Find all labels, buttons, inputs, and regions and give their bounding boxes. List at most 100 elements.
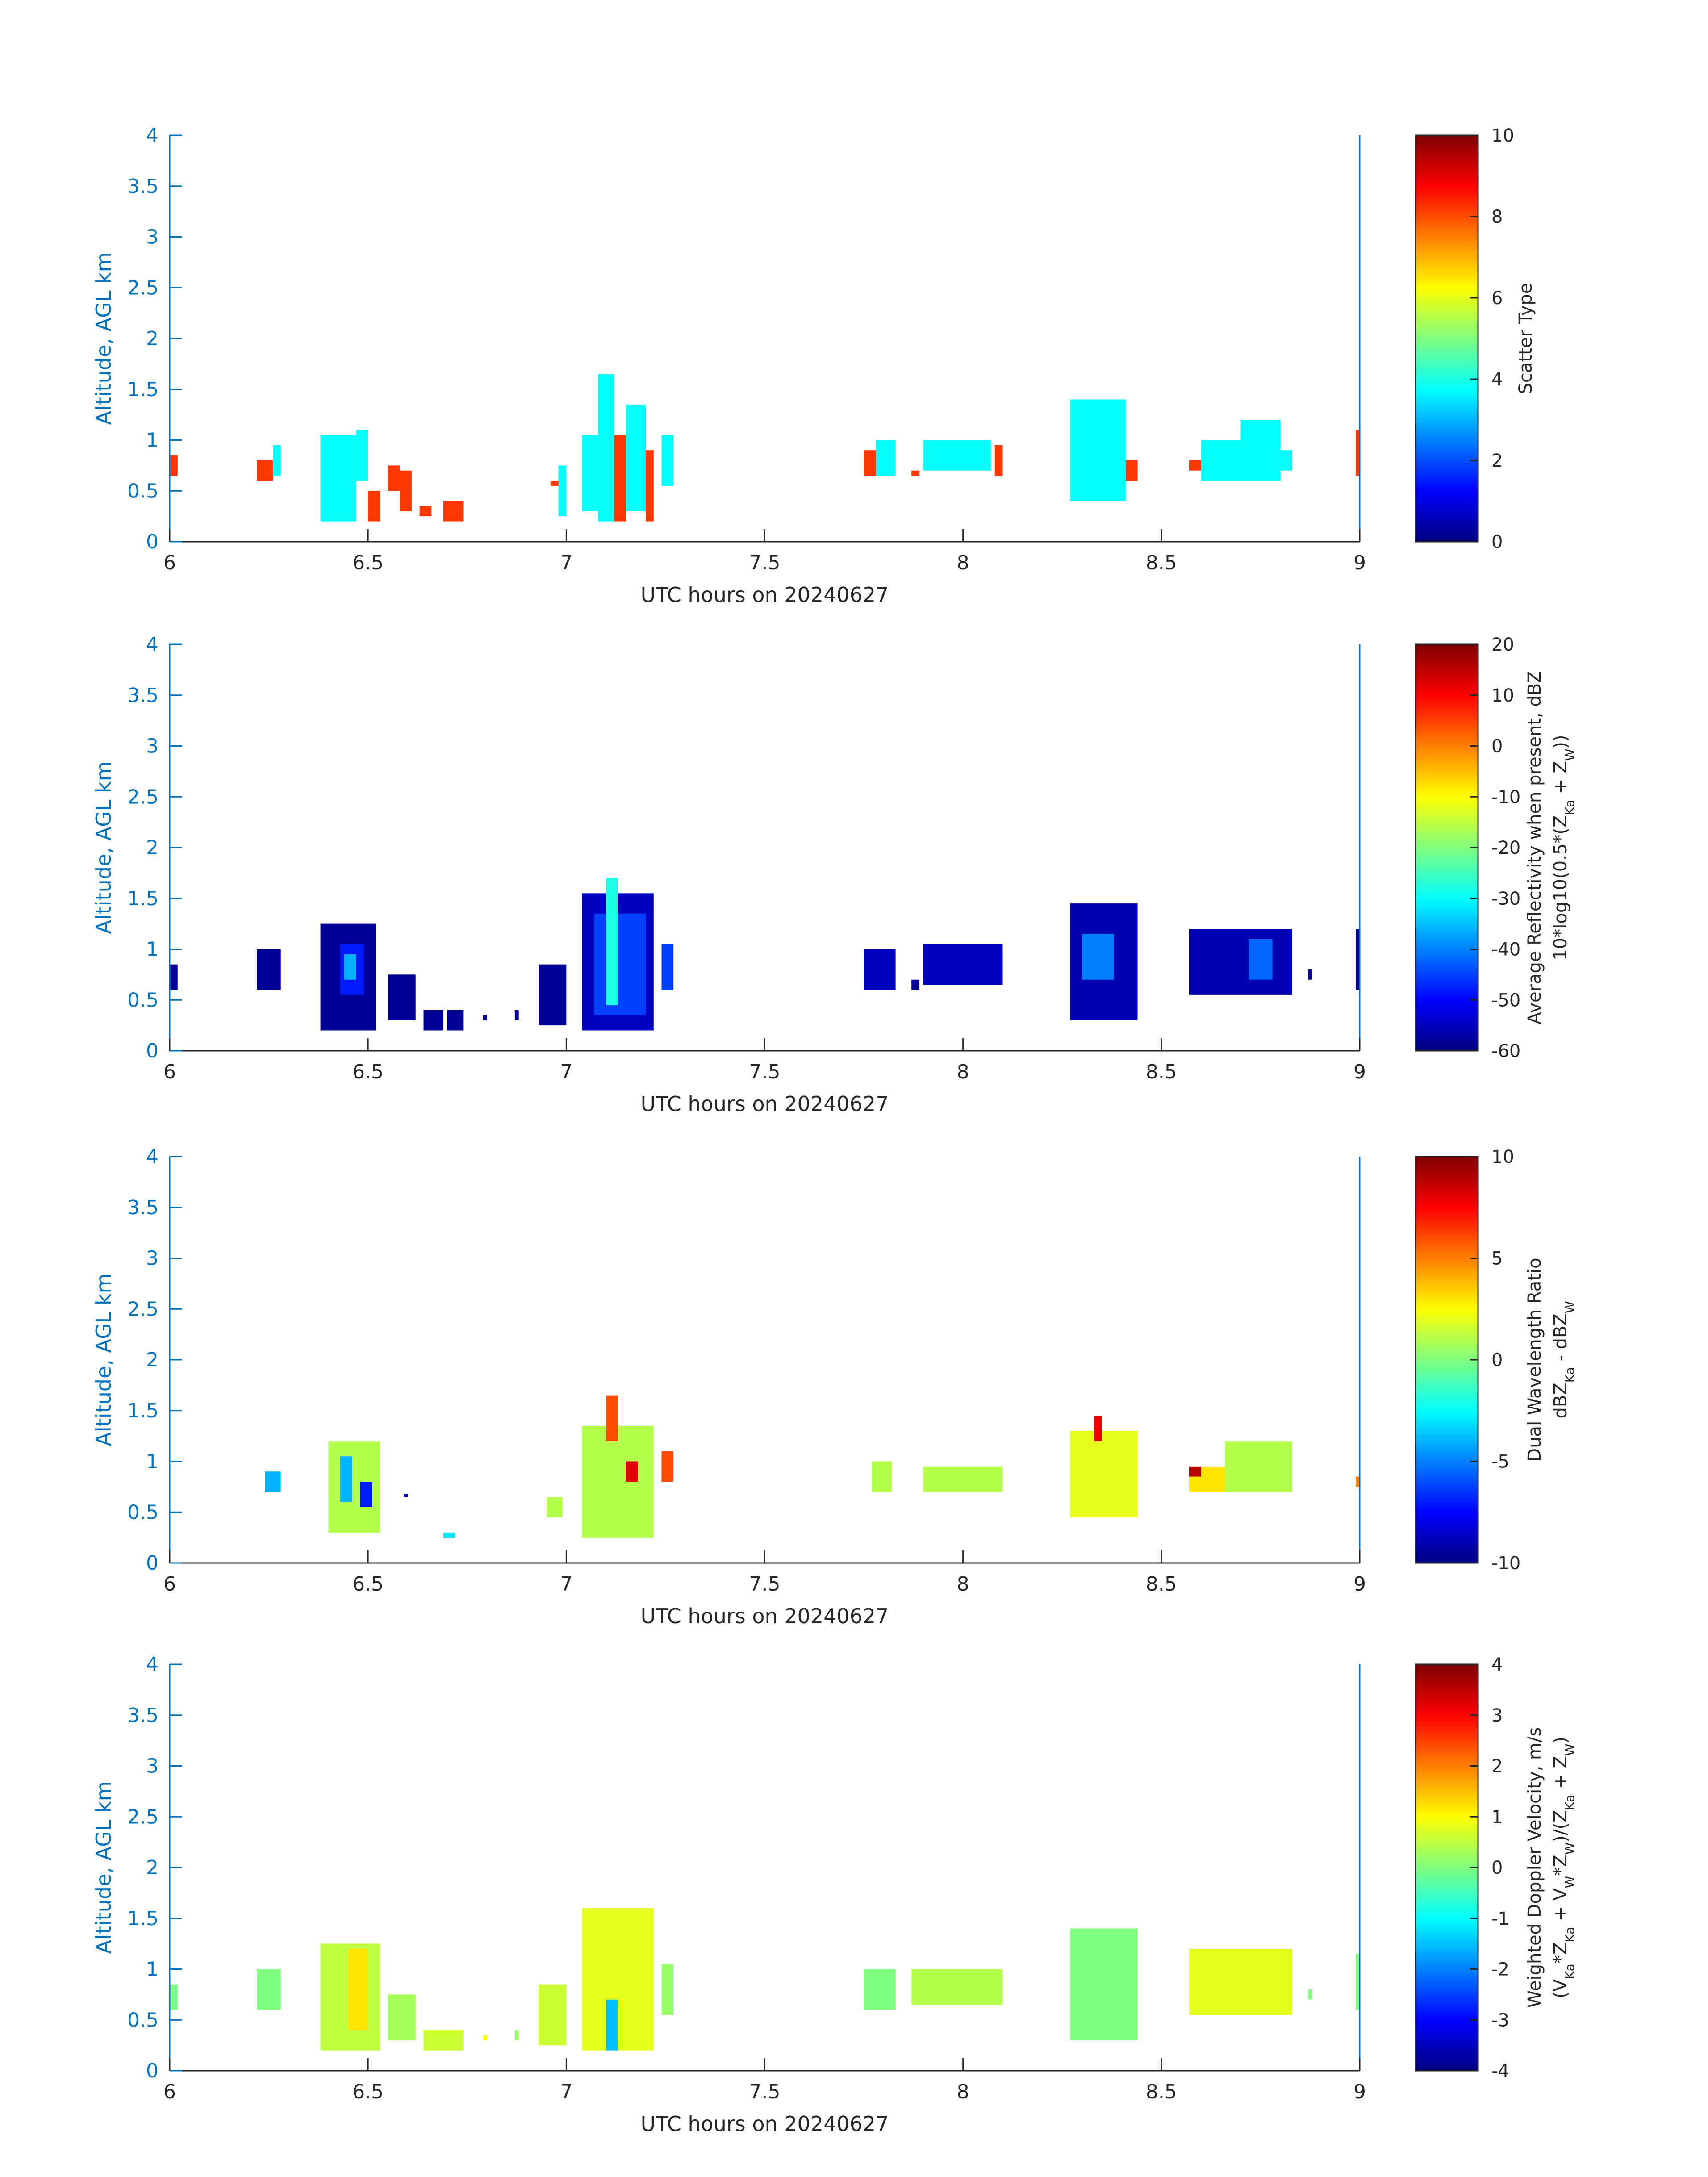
colorbar-segment xyxy=(1416,720,1478,724)
colorbar-segment xyxy=(1416,1734,1478,1738)
colorbar-segment xyxy=(1416,1902,1478,1906)
colorbar-segment xyxy=(1416,322,1478,326)
colorbar-segment xyxy=(1416,660,1478,664)
colorbar-segment xyxy=(1416,1956,1478,1960)
heatmap-cell xyxy=(1125,460,1138,481)
colorbar-segment xyxy=(1416,1832,1478,1836)
y-tick-label: 0 xyxy=(146,531,159,553)
colorbar-segment xyxy=(1416,1461,1478,1465)
colorbar-segment xyxy=(1416,895,1478,899)
x-tick-label: 8 xyxy=(957,1061,969,1083)
colorbar-segment xyxy=(1416,468,1478,472)
colorbar-segment xyxy=(1416,1309,1478,1313)
colorbar-segment xyxy=(1416,446,1478,450)
colorbar-segment xyxy=(1416,682,1478,686)
colorbar-segment xyxy=(1416,1743,1478,1747)
colorbar-segment xyxy=(1416,1217,1478,1220)
colorbar-segment xyxy=(1416,538,1478,542)
colorbar-label: (VKa*ZKa + VW*ZW)/(ZKa + ZW) xyxy=(1550,1737,1577,1998)
heatmap-cell xyxy=(170,1984,178,2010)
colorbar-segment xyxy=(1416,822,1478,826)
y-tick-label: 3.5 xyxy=(127,175,159,198)
colorbar-segment xyxy=(1416,1433,1478,1437)
colorbar-segment xyxy=(1416,1915,1478,1919)
colorbar-segment xyxy=(1416,421,1478,425)
colorbar-segment xyxy=(1416,1229,1478,1233)
colorbar-segment xyxy=(1416,1791,1478,1795)
colorbar-segment xyxy=(1416,278,1478,282)
x-tick-label: 7 xyxy=(560,1573,572,1596)
colorbar-segment xyxy=(1416,1003,1478,1007)
colorbar-tick-label: -2 xyxy=(1491,1960,1509,1980)
colorbar-segment xyxy=(1416,424,1478,428)
colorbar-segment xyxy=(1416,832,1478,836)
colorbar-frame xyxy=(1415,134,1479,543)
colorbar-segment xyxy=(1416,1753,1478,1757)
colorbar-tick-label: 10 xyxy=(1491,125,1514,146)
colorbar-segment xyxy=(1416,746,1478,750)
colorbar-segment xyxy=(1416,752,1478,756)
colorbar-segment xyxy=(1416,202,1478,206)
colorbar-segment xyxy=(1416,1239,1478,1243)
x-tick-label: 7 xyxy=(560,2081,572,2103)
colorbar-segment xyxy=(1416,1547,1478,1551)
colorbar-segment xyxy=(1416,1264,1478,1268)
colorbar-segment xyxy=(1416,1318,1478,1322)
y-tick-label: 1.5 xyxy=(127,378,159,401)
colorbar-segment xyxy=(1416,1899,1478,1903)
colorbar-segment xyxy=(1416,1255,1478,1259)
colorbar-segment xyxy=(1416,2045,1478,2049)
colorbar-segment xyxy=(1416,889,1478,893)
x-tick-label: 6.5 xyxy=(352,2081,384,2103)
heatmap-cell xyxy=(423,1010,443,1031)
colorbar-segment xyxy=(1416,154,1478,158)
heatmap-cell xyxy=(447,1010,464,1031)
colorbar-segment xyxy=(1416,411,1478,415)
colorbar-segment xyxy=(1416,1553,1478,1557)
colorbar-segment xyxy=(1416,399,1478,402)
y-tick-label: 1 xyxy=(146,938,159,961)
colorbar-segment xyxy=(1416,142,1478,146)
colorbar-segment xyxy=(1416,348,1478,352)
colorbar-tick-label: -5 xyxy=(1491,1452,1509,1472)
colorbar-segment xyxy=(1416,237,1478,241)
colorbar-label: Scatter Type xyxy=(1516,283,1536,394)
colorbar-segment xyxy=(1416,901,1478,905)
colorbar-segment xyxy=(1416,1506,1478,1509)
colorbar-segment xyxy=(1416,1191,1478,1195)
colorbar-segment xyxy=(1416,1794,1478,1798)
colorbar-segment xyxy=(1416,794,1478,798)
colorbar-segment xyxy=(1416,1236,1478,1240)
colorbar-segment xyxy=(1416,1861,1478,1865)
colorbar-segment xyxy=(1416,809,1478,813)
colorbar-segment xyxy=(1416,1731,1478,1735)
colorbar-segment xyxy=(1416,485,1478,488)
heatmap-cell xyxy=(360,1482,372,1507)
heatmap-cell xyxy=(328,1441,380,1533)
colorbar-segment xyxy=(1416,434,1478,438)
colorbar-segment xyxy=(1416,765,1478,769)
colorbar-segment xyxy=(1416,1277,1478,1281)
colorbar-segment xyxy=(1416,532,1478,536)
colorbar-segment xyxy=(1416,1686,1478,1690)
colorbar-segment xyxy=(1416,1538,1478,1542)
y-tick-label: 0 xyxy=(146,2060,159,2082)
colorbar-segment xyxy=(1416,1804,1478,1808)
colorbar-segment xyxy=(1416,1947,1478,1951)
x-tick-label: 6 xyxy=(163,1061,176,1083)
colorbar-segment xyxy=(1416,472,1478,476)
colorbar-segment xyxy=(1416,1025,1478,1029)
heatmap-cell xyxy=(257,949,281,990)
colorbar-segment xyxy=(1416,500,1478,504)
heatmap-cell xyxy=(1070,1431,1138,1517)
colorbar-segment xyxy=(1416,1325,1478,1329)
colorbar-segment xyxy=(1416,373,1478,377)
colorbar-segment xyxy=(1416,701,1478,705)
colorbar-segment xyxy=(1416,2010,1478,2014)
heatmap-cell xyxy=(911,470,919,476)
colorbar-segment xyxy=(1416,749,1478,753)
colorbar-segment xyxy=(1416,316,1478,320)
y-tick-label: 0 xyxy=(146,1552,159,1575)
colorbar-segment xyxy=(1416,310,1478,313)
